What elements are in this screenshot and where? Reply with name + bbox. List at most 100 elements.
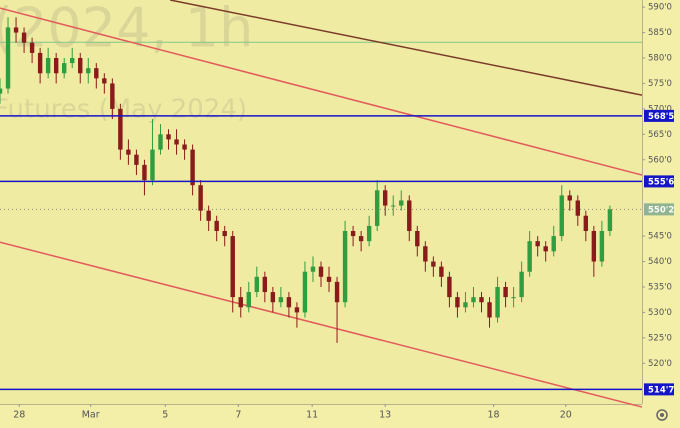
candle-body — [407, 200, 412, 232]
candle-body — [503, 286, 508, 298]
x-tick-label: 13 — [379, 410, 391, 421]
y-tick-label: 540'0 — [648, 257, 672, 267]
candle-body — [374, 190, 380, 226]
candle-body — [599, 231, 605, 262]
candle-body — [102, 78, 107, 84]
price-label-box — [644, 175, 674, 188]
candle-body — [463, 302, 468, 308]
y-tick-label: 565'0 — [648, 130, 672, 140]
watermark: (2024, 1h — [0, 0, 253, 60]
candle-body — [206, 210, 211, 221]
candle-body — [495, 286, 500, 318]
candle-body — [29, 42, 35, 53]
candle-body — [310, 266, 316, 272]
candle-body — [519, 271, 524, 298]
x-tick-label: Mar — [82, 410, 100, 421]
y-tick-label: 585'0 — [648, 28, 672, 38]
candle-body — [294, 307, 300, 313]
y-tick-label: 530'0 — [648, 308, 672, 318]
candle-body — [382, 190, 388, 206]
candle-body — [543, 246, 548, 252]
price-label-box — [644, 383, 674, 396]
candle-body — [70, 58, 75, 64]
y-tick-label: 520'0 — [648, 359, 672, 369]
candle-body — [53, 58, 59, 74]
candle-body — [479, 297, 484, 303]
candle-body — [86, 68, 91, 74]
trend-line — [169, 0, 643, 96]
y-tick-label: 580'0 — [648, 54, 672, 64]
candle-body — [607, 209, 613, 232]
candle-body — [334, 281, 340, 303]
candle-body — [551, 236, 556, 252]
x-tick-label: 7 — [235, 410, 241, 421]
candle-body — [61, 63, 67, 74]
candle-body — [511, 297, 516, 299]
candle-body — [142, 164, 147, 181]
gear — [656, 409, 668, 421]
candle-body — [13, 27, 19, 33]
candle-body — [5, 27, 11, 89]
candle-body — [230, 236, 235, 298]
candle-body — [270, 292, 276, 303]
candle-body — [366, 225, 372, 242]
candle-body — [45, 58, 51, 74]
candle-body — [318, 266, 324, 277]
candle-body — [118, 108, 123, 150]
candle-body — [262, 276, 268, 293]
candle-body — [150, 149, 155, 181]
candle-body — [358, 236, 364, 242]
candle-body — [222, 231, 227, 237]
candle-body — [447, 276, 452, 298]
candle-body — [37, 52, 43, 74]
y-tick-label: 590'0 — [648, 3, 672, 13]
y-tick-label: 560'0 — [648, 155, 672, 165]
candle-body — [158, 134, 163, 150]
gear-center — [660, 413, 664, 417]
candle-body — [583, 215, 589, 232]
candle-body — [94, 68, 99, 79]
watermark: Futures (May 2024) — [0, 95, 247, 125]
candle-body — [214, 220, 219, 232]
y-tick-label: 570'0 — [648, 104, 672, 114]
price-label: 568'5 — [648, 112, 674, 122]
candle-body — [431, 261, 436, 267]
candle-body — [487, 302, 492, 318]
candle-body — [246, 292, 251, 308]
plot-area — [0, 0, 642, 404]
candle-body — [471, 297, 476, 303]
candle-body — [78, 58, 83, 74]
current-price-box — [644, 203, 674, 216]
candle-body — [439, 266, 444, 277]
y-tick-label: 525'0 — [648, 333, 672, 343]
candle-body — [342, 231, 348, 303]
trend-line — [0, 7, 643, 176]
candle-body — [182, 144, 187, 150]
candle-body — [350, 231, 356, 237]
current-price-label: 550'2 — [648, 205, 674, 215]
settings-icon[interactable] — [656, 409, 668, 421]
candle-body — [559, 195, 564, 237]
candle-body — [567, 195, 572, 201]
candle-body — [527, 241, 532, 272]
candle-body — [254, 276, 260, 293]
x-tick-label: 5 — [162, 410, 168, 421]
candle-body — [0, 88, 3, 94]
candle-body — [190, 149, 195, 186]
candle-body — [535, 241, 540, 247]
candle-body — [278, 297, 284, 303]
candle-body — [423, 246, 428, 262]
x-tick-label: 20 — [560, 410, 572, 421]
trend-line — [0, 241, 643, 408]
price-label: 555'6 — [648, 177, 674, 187]
y-tick-label: 575'0 — [648, 79, 672, 89]
candle-body — [455, 297, 460, 308]
candle-body — [126, 149, 131, 155]
candle-body — [591, 231, 597, 262]
candle-body — [575, 200, 581, 216]
candle-body — [415, 231, 420, 247]
y-tick-label: 545'0 — [648, 232, 672, 242]
candle-body — [326, 276, 332, 282]
candle-body — [198, 185, 203, 211]
